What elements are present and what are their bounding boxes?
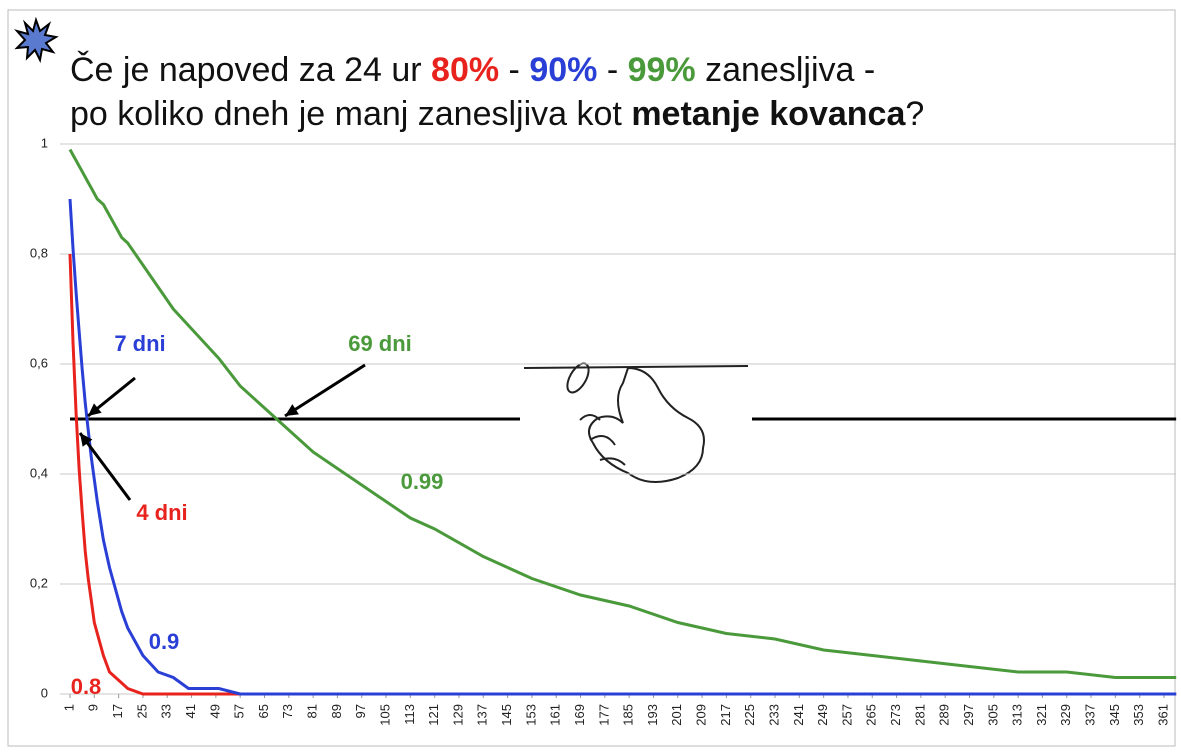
title-segment: Če je napoved za 24 ur [70, 51, 431, 89]
title-segment: po koliko dneh je manj zanesljiva kot [70, 95, 631, 133]
series-label: 0.8 [71, 674, 102, 699]
x-tick-label: 169 [572, 704, 587, 726]
x-tick-label: 337 [1083, 704, 1098, 726]
x-tick-label: 249 [815, 704, 830, 726]
x-tick-label: 1 [61, 704, 76, 711]
title-segment: 90% [529, 51, 597, 89]
x-tick-label: 113 [402, 704, 417, 725]
x-tick-label: 193 [645, 704, 660, 726]
chart-title: po koliko dneh je manj zanesljiva kot me… [70, 95, 924, 133]
burst-icon [14, 16, 59, 64]
x-tick-label: 121 [426, 704, 441, 726]
x-tick-label: 9 [86, 704, 101, 711]
series-line [68, 198, 1177, 696]
coin-flip-sketch [523, 362, 749, 483]
x-tick-label: 273 [888, 704, 903, 726]
x-tick-label: 297 [961, 704, 976, 726]
x-tick-label: 81 [305, 704, 320, 718]
arrow-shaft [284, 363, 366, 418]
x-tick-label: 289 [937, 704, 952, 726]
x-tick-label: 177 [596, 704, 611, 726]
y-tick-label: 0 [41, 685, 48, 700]
x-tick-label: 233 [766, 704, 781, 726]
chart-title: Če je napoved za 24 ur 80% - 90% - 99% z… [70, 51, 875, 89]
y-tick-label: 0,6 [30, 355, 48, 370]
x-tick-label: 185 [621, 704, 636, 726]
x-tick-label: 73 [280, 704, 295, 718]
x-tick-label: 161 [548, 704, 563, 726]
arrow-head [285, 404, 299, 416]
x-tick-label: 41 [183, 704, 198, 718]
x-tick-label: 329 [1058, 704, 1073, 726]
title-segment: metanje kovanca [631, 95, 906, 133]
frame [7, 9, 1176, 747]
x-tick-label: 57 [232, 704, 247, 718]
x-tick-label: 25 [134, 704, 149, 718]
x-tick-label: 33 [159, 704, 174, 718]
x-tick-label: 129 [450, 704, 465, 726]
y-tick-label: 0,2 [30, 575, 48, 590]
x-tick-label: 321 [1034, 704, 1049, 726]
annotation: 4 dni [136, 500, 187, 525]
annotation: 7 dni [114, 331, 165, 356]
y-tick-label: 0,8 [30, 245, 48, 260]
series-line [68, 148, 1177, 679]
x-tick-label: 281 [912, 704, 927, 726]
x-tick-label: 49 [207, 704, 222, 718]
annotation: 69 dni [348, 331, 412, 356]
title-segment: zanesljiva - [696, 51, 876, 89]
title-segment: ? [905, 95, 924, 133]
arrow-head [80, 433, 93, 447]
x-tick-label: 345 [1107, 704, 1122, 726]
x-tick-label: 137 [475, 704, 490, 726]
title-segment: - [499, 51, 529, 89]
x-tick-label: 257 [839, 704, 854, 726]
x-tick-label: 241 [791, 704, 806, 726]
title-segment: - [597, 51, 627, 89]
y-tick-label: 0,4 [30, 465, 48, 480]
title-segment: 99% [628, 51, 696, 89]
x-tick-label: 201 [669, 704, 684, 726]
x-tick-label: 265 [864, 704, 879, 726]
x-tick-label: 105 [377, 704, 392, 726]
series-label: 0.99 [401, 469, 444, 494]
title-segment: 80% [431, 51, 499, 89]
x-tick-label: 217 [718, 704, 733, 726]
x-tick-label: 313 [1010, 704, 1025, 726]
x-tick-label: 17 [110, 704, 125, 718]
x-tick-label: 361 [1155, 704, 1170, 726]
arrow-shaft [78, 432, 132, 501]
series-label: 0.9 [149, 629, 180, 654]
x-tick-label: 209 [694, 704, 709, 726]
x-tick-label: 305 [985, 704, 1000, 726]
x-tick-label: 353 [1131, 704, 1146, 726]
x-tick-label: 145 [499, 704, 514, 726]
x-tick-label: 89 [329, 704, 344, 718]
x-tick-label: 225 [742, 704, 757, 726]
x-tick-label: 97 [353, 704, 368, 718]
y-tick-label: 1 [41, 135, 48, 150]
x-tick-label: 65 [256, 704, 271, 718]
x-tick-label: 153 [523, 704, 538, 726]
arrow-head [88, 403, 102, 416]
